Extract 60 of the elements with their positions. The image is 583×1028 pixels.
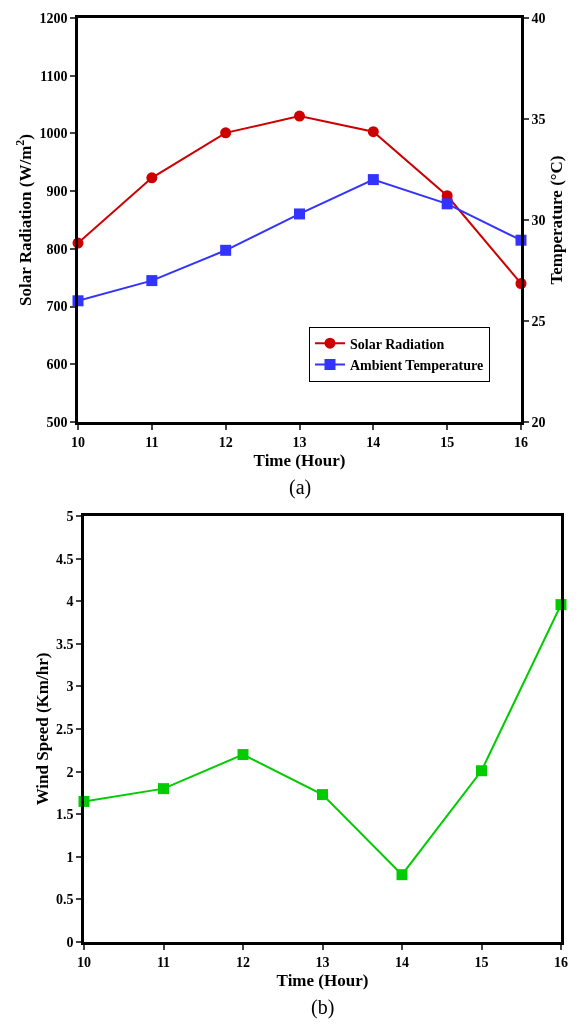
y-tick-label: 1.5 (55, 807, 74, 823)
point (294, 110, 305, 122)
text: (b) (311, 996, 335, 1019)
point (367, 174, 379, 186)
x-tick-label: 15 (440, 434, 455, 450)
y2-tick-label: 40 (531, 10, 546, 26)
x-tick-label: 11 (156, 954, 171, 970)
point (441, 198, 453, 210)
point (367, 126, 379, 138)
x-tick-label: 10 (77, 954, 91, 970)
y2-tick-label: 25 (531, 313, 546, 329)
x-tick-label: 13 (315, 954, 330, 970)
point (220, 244, 232, 256)
y-tick-label: 1100 (40, 68, 68, 84)
y2-tick-label: 35 (531, 111, 546, 127)
y-tick-label: 700 (46, 299, 68, 315)
y-tick-label: 0 (66, 934, 74, 950)
x-tick-label: 16 (514, 434, 528, 450)
y-tick-label: 2.5 (55, 721, 74, 737)
y-tick-label: 800 (46, 241, 68, 257)
y-tick-label: 2 (66, 764, 74, 780)
y-tick-label: 0.5 (55, 892, 74, 908)
y-tick-label: 5 (66, 508, 74, 524)
y-tick-label: 500 (46, 414, 68, 430)
legend-label: Ambient Temperature (349, 357, 484, 373)
legend-label: Solar Radiation (349, 336, 445, 352)
y-tick-label: 1200 (39, 10, 68, 26)
x-tick-label: 13 (292, 434, 307, 450)
y-tick-label: 600 (46, 357, 68, 373)
y-tick-label: 3 (66, 679, 74, 695)
x-axis-title: Time (Hour) (276, 970, 369, 990)
point (396, 869, 408, 881)
point (158, 783, 169, 795)
point (146, 275, 158, 287)
point (220, 127, 232, 139)
x-axis-title: Time (Hour) (253, 450, 346, 470)
point (294, 208, 305, 220)
y2-tick-label: 30 (531, 212, 546, 228)
y-tick-label: 4.5 (55, 551, 74, 567)
y-axis-title: Wind Speed (Km/hr) (32, 652, 52, 806)
y2-axis-title: Temperature (°C) (546, 155, 566, 285)
point (146, 172, 158, 184)
y-tick-label: 3.5 (55, 636, 74, 652)
point (317, 789, 328, 801)
y-tick-label: 4 (66, 594, 74, 610)
x-tick-label: 10 (71, 434, 85, 450)
x-tick-label: 14 (366, 434, 381, 450)
y-tick-label: 1 (66, 849, 74, 865)
x-tick-label: 11 (145, 434, 159, 450)
x-tick-label: 15 (474, 954, 489, 970)
point (237, 749, 249, 761)
x-tick-label: 14 (395, 954, 409, 970)
point (476, 765, 487, 777)
x-tick-label: 12 (218, 434, 233, 450)
text: (a) (289, 476, 312, 499)
y-tick-label: 900 (46, 184, 68, 200)
x-tick-label: 12 (236, 954, 250, 970)
x-tick-label: 16 (554, 954, 568, 970)
y2-tick-label: 20 (531, 414, 546, 430)
y-tick-label: 1000 (39, 126, 68, 142)
